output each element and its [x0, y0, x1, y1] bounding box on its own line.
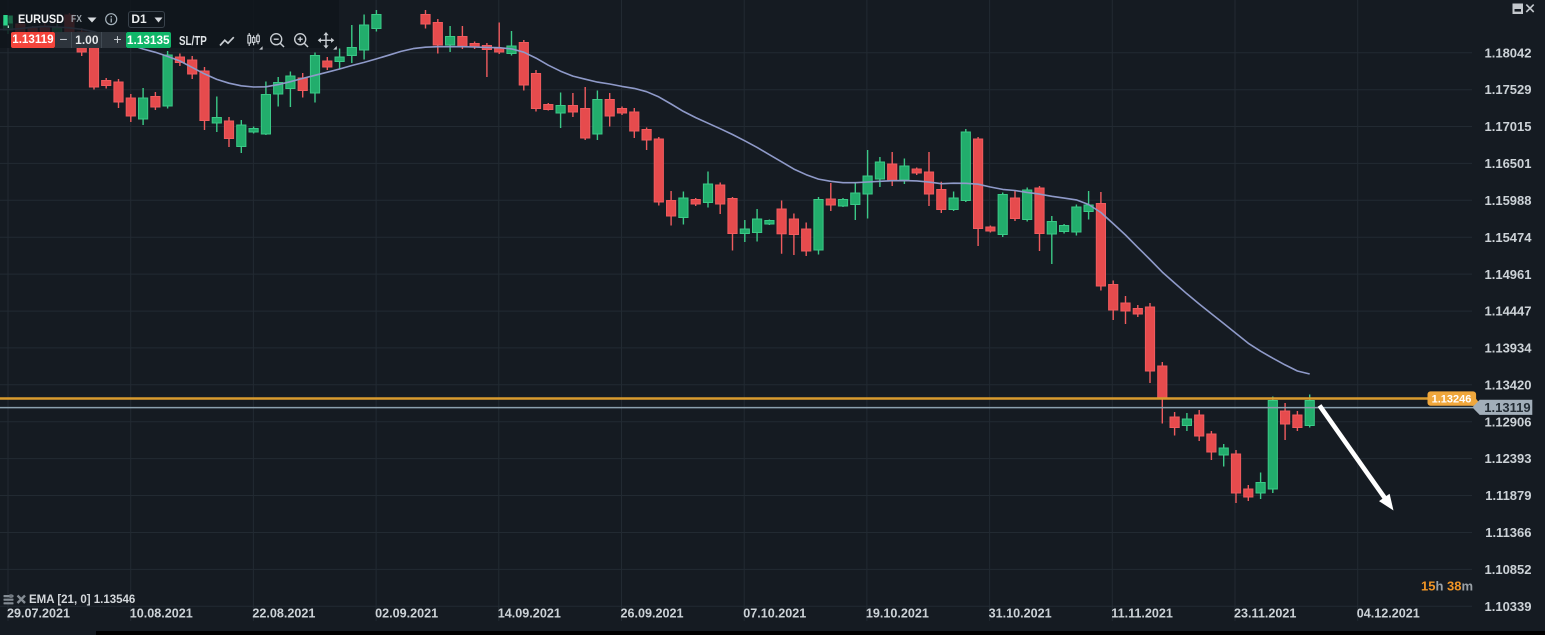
- svg-text:26.09.2021: 26.09.2021: [621, 607, 684, 621]
- svg-text:15h 38m: 15h 38m: [1421, 579, 1473, 594]
- svg-text:19.10.2021: 19.10.2021: [866, 607, 929, 621]
- svg-text:1.15474: 1.15474: [1485, 230, 1533, 245]
- svg-text:22.08.2021: 22.08.2021: [252, 607, 315, 621]
- svg-text:1.12393: 1.12393: [1485, 451, 1532, 466]
- svg-text:1.10852: 1.10852: [1485, 562, 1532, 577]
- svg-text:1.18042: 1.18042: [1485, 45, 1532, 60]
- svg-text:1.11879: 1.11879: [1485, 488, 1531, 503]
- svg-text:1.13934: 1.13934: [1485, 341, 1533, 356]
- svg-text:04.12.2021: 04.12.2021: [1357, 607, 1420, 621]
- svg-text:1.11366: 1.11366: [1485, 525, 1531, 540]
- svg-text:07.10.2021: 07.10.2021: [743, 607, 806, 621]
- svg-text:10.08.2021: 10.08.2021: [130, 607, 193, 621]
- svg-text:1.16501: 1.16501: [1485, 156, 1532, 171]
- svg-text:1.12906: 1.12906: [1485, 414, 1532, 429]
- svg-text:1.15988: 1.15988: [1485, 193, 1532, 208]
- svg-text:1.17015: 1.17015: [1485, 119, 1532, 134]
- svg-text:1.13420: 1.13420: [1485, 377, 1532, 392]
- svg-text:1.13246: 1.13246: [1432, 394, 1472, 406]
- svg-text:1.13119: 1.13119: [1484, 400, 1530, 415]
- svg-text:1.10339: 1.10339: [1485, 599, 1532, 614]
- svg-text:14.09.2021: 14.09.2021: [498, 607, 561, 621]
- svg-text:02.09.2021: 02.09.2021: [375, 607, 438, 621]
- svg-text:23.11.2021: 23.11.2021: [1234, 607, 1296, 621]
- svg-text:1.17529: 1.17529: [1485, 82, 1532, 97]
- svg-text:1.14961: 1.14961: [1485, 267, 1532, 282]
- svg-text:29.07.2021: 29.07.2021: [7, 607, 70, 621]
- svg-text:11.11.2021: 11.11.2021: [1111, 607, 1173, 621]
- svg-text:1.14447: 1.14447: [1485, 304, 1532, 319]
- svg-text:EMA [21, 0] 1.13546: EMA [21, 0] 1.13546: [29, 594, 135, 606]
- svg-text:31.10.2021: 31.10.2021: [989, 607, 1052, 621]
